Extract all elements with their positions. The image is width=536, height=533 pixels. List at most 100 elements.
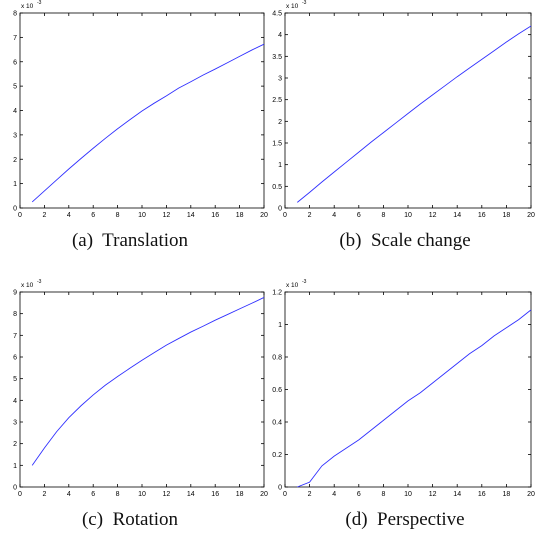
y-tick-label-b: 1.5 [272,141,282,148]
x-tick-label-b: 12 [429,212,437,219]
x-tick-label-b: 16 [478,212,486,219]
y-tick-label-c: 2 [13,441,17,448]
y-tick-label-c: 6 [13,355,17,362]
y-tick-label-a: 7 [13,35,17,42]
series-line-c [31,297,265,466]
x-tick-label-b: 4 [332,212,336,219]
caption-b: (b) Scale change [339,230,471,251]
exponent-power-c: -3 [37,279,42,285]
x-tick-label-b: 2 [308,212,312,219]
x-tick-label-d: 18 [503,491,511,498]
x-tick-label-b: 0 [283,212,287,219]
x-tick-label-a: 16 [211,212,219,219]
x-tick-label-a: 6 [91,212,95,219]
y-tick-label-a: 8 [13,11,17,18]
x-tick-label-a: 8 [116,212,120,219]
x-tick-label-b: 8 [381,212,385,219]
x-tick-label-d: 0 [283,491,287,498]
x-tick-label-c: 16 [211,491,219,498]
x-tick-label-a: 12 [163,212,171,219]
x-tick-label-c: 10 [138,491,146,498]
x-tick-label-c: 12 [163,491,171,498]
series-line-a [31,43,265,203]
chart-d: 0 2 4 6 8 10 12 14 16 18 20 0 0.2 0.4 0.6 0.8 1 1.2 x 10 -3 [272,279,535,498]
y-tick-label-a: 6 [13,59,17,66]
x-tick-label-d: 6 [357,491,361,498]
caption-a: (a) Translation [71,230,189,251]
y-tick-label-c: 7 [13,333,17,340]
y-tick-label-b: 1 [278,162,282,169]
y-tick-label-b: 3.5 [272,54,282,61]
x-tick-label-a: 4 [67,212,71,219]
x-tick-label-c: 0 [18,491,22,498]
x-tick-label-b: 20 [527,212,535,219]
y-tick-label-c: 0 [13,485,17,492]
y-tick-label-b: 2 [278,119,282,126]
caption-c: (c) Rotation [81,509,179,530]
axes-box-d [284,291,532,488]
x-tick-label-a: 18 [236,212,244,219]
x-tick-label-d: 16 [478,491,486,498]
x-tick-label-c: 6 [91,491,95,498]
y-tick-label-d: 0.4 [272,420,282,427]
y-tick-label-b: 4 [278,32,282,39]
x-tick-label-a: 2 [42,212,46,219]
x-tick-label-d: 20 [527,491,535,498]
y-tick-label-d: 1 [278,322,282,329]
x-tick-label-d: 2 [308,491,312,498]
chart-b: 0 2 4 6 8 10 12 14 16 18 20 0 0.5 1 1.5 2 2.5 3 3.5 4 4.5 x 1… [272,0,535,219]
x-tick-label-c: 4 [67,491,71,498]
y-tick-label-c: 3 [13,420,17,427]
y-tick-label-d: 0.2 [272,452,282,459]
y-tick-label-c: 1 [13,463,17,470]
exponent-label-d: x 10 [286,282,299,289]
x-tick-label-d: 10 [404,491,412,498]
y-tick-label-b: 3 [278,76,282,83]
x-tick-label-c: 14 [187,491,195,498]
y-tick-label-b: 0 [278,206,282,213]
x-tick-label-b: 14 [453,212,461,219]
x-tick-label-c: 2 [42,491,46,498]
y-tick-label-b: 2.5 [272,97,282,104]
x-tick-label-a: 10 [138,212,146,219]
exponent-power-a: -3 [37,0,42,6]
x-tick-label-c: 20 [260,491,268,498]
y-tick-label-c: 5 [13,376,17,383]
axes-box-c [19,291,265,488]
caption-d: (d) Perspective [345,509,465,530]
x-tick-label-a: 0 [18,212,22,219]
axes-box-b [284,12,532,209]
x-tick-label-a: 14 [187,212,195,219]
x-tick-label-b: 10 [404,212,412,219]
y-tick-label-a: 2 [13,157,17,164]
exponent-label-b: x 10 [286,3,299,10]
x-tick-label-c: 18 [236,491,244,498]
y-tick-label-a: 1 [13,181,17,188]
series-line-b [297,25,532,203]
y-tick-label-b: 0.5 [272,184,282,191]
y-tick-label-d: 1.2 [272,290,282,297]
y-tick-label-b: 4.5 [272,11,282,18]
exponent-label-c: x 10 [21,282,34,289]
y-tick-label-c: 8 [13,311,17,318]
y-tick-label-a: 5 [13,84,17,91]
x-tick-label-a: 20 [260,212,268,219]
x-tick-label-d: 14 [453,491,461,498]
y-tick-label-d: 0.8 [272,355,282,362]
y-tick-label-d: 0 [278,485,282,492]
x-tick-label-d: 4 [332,491,336,498]
y-tick-label-a: 3 [13,132,17,139]
exponent-label-a: x 10 [21,3,34,10]
x-tick-label-d: 12 [429,491,437,498]
x-tick-label-b: 18 [503,212,511,219]
y-tick-label-a: 0 [13,206,17,213]
x-tick-label-b: 6 [357,212,361,219]
y-tick-label-c: 9 [13,290,17,297]
y-tick-label-c: 4 [13,398,17,405]
exponent-power-d: -3 [302,279,307,285]
y-tick-label-d: 0.6 [272,387,282,394]
